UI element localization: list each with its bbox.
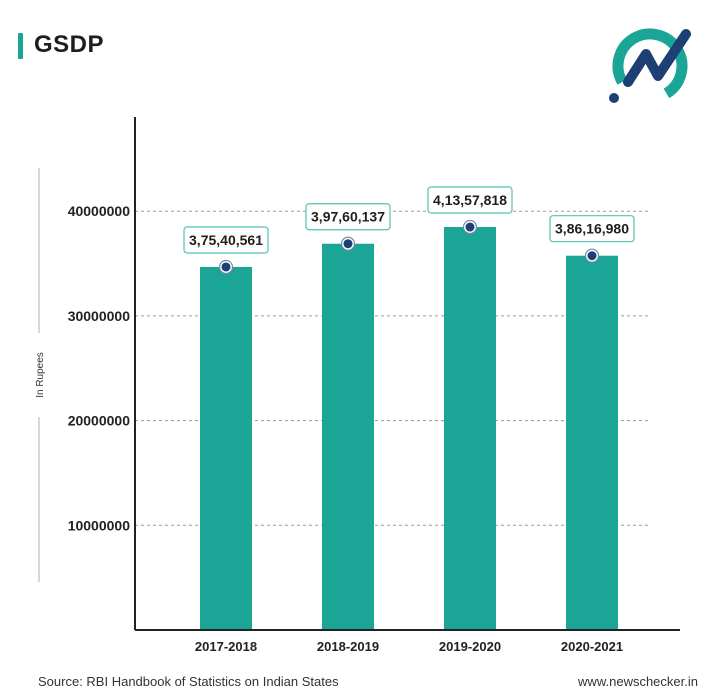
- x-tick-label: 2018-2019: [317, 639, 379, 654]
- data-marker: [587, 251, 597, 261]
- y-tick-label: 20000000: [68, 413, 131, 429]
- source-note: Source: RBI Handbook of Statistics on In…: [38, 674, 339, 689]
- data-marker: [343, 239, 353, 249]
- data-label: 3,97,60,137: [311, 209, 385, 225]
- y-tick-label: 30000000: [68, 308, 131, 324]
- x-tick-label: 2019-2020: [439, 639, 501, 654]
- bar: [444, 227, 496, 630]
- bar: [322, 243, 374, 630]
- website-link[interactable]: www.newschecker.in: [578, 674, 698, 689]
- x-tick-label: 2017-2018: [195, 639, 257, 654]
- y-axis-label: In Rupees: [35, 352, 46, 398]
- data-label: 4,13,57,818: [433, 192, 507, 208]
- y-tick-label: 10000000: [68, 517, 131, 533]
- data-label: 3,75,40,561: [189, 232, 263, 248]
- data-label-box: [305, 203, 391, 231]
- data-marker: [221, 262, 231, 272]
- data-label-box: [549, 215, 635, 243]
- data-label: 3,86,16,980: [555, 221, 629, 237]
- bar: [200, 266, 252, 630]
- data-marker: [465, 222, 475, 232]
- title-accent-bar: [18, 33, 23, 59]
- data-label-box: [427, 186, 513, 214]
- bar: [566, 255, 618, 630]
- data-label-box: [183, 226, 269, 254]
- newschecker-logo-icon: [609, 28, 691, 104]
- x-tick-label: 2020-2021: [561, 639, 623, 654]
- chart-title: GSDP: [34, 31, 105, 58]
- y-tick-label: 40000000: [68, 203, 131, 219]
